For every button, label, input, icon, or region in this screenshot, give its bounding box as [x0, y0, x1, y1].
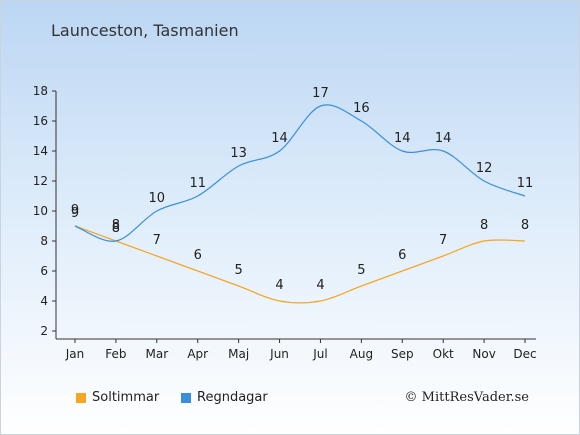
legend-swatch-rain	[181, 392, 191, 403]
x-tick-label: Jul	[312, 347, 327, 361]
data-label-sun: 8	[112, 218, 120, 233]
legend-swatch-sun	[76, 392, 86, 403]
data-label-sun: 9	[71, 203, 79, 218]
axes: 2 4 6 8 10 12 14 16 18 Jan Feb Mar Apr Maj Jun Jul Aug Se…	[33, 84, 537, 361]
data-label-sun: 8	[521, 218, 529, 233]
data-label-sun: 6	[398, 248, 406, 263]
data-label-rain: 14	[394, 131, 411, 146]
x-tick-label: Jan	[65, 347, 85, 361]
data-label-rain: 10	[149, 191, 166, 206]
x-tick-label: Apr	[187, 347, 208, 361]
x-tick-label: Feb	[105, 347, 126, 361]
data-label-sun: 6	[194, 248, 202, 263]
y-tick-label: 4	[40, 294, 48, 308]
series-line-sun	[74, 225, 526, 304]
x-tick-label: Nov	[472, 347, 495, 361]
x-tick-label: Mar	[145, 347, 168, 361]
x-tick-label: Maj	[228, 347, 249, 361]
data-label-rain: 11	[517, 176, 534, 191]
y-tick-label: 18	[33, 84, 48, 98]
copyright: © MittResVader.se	[404, 390, 529, 405]
data-label-rain: 9	[71, 206, 79, 221]
legend-label-rain: Regndagar	[197, 390, 268, 405]
x-tick-label: Okt	[433, 347, 454, 361]
y-tick-label: 6	[40, 264, 48, 278]
series-layer	[74, 104, 526, 304]
legend-label-sun: Soltimmar	[92, 390, 160, 405]
data-label-rain: 14	[271, 131, 288, 146]
data-label-rain: 14	[435, 131, 452, 146]
data-label-rain: 13	[230, 146, 247, 161]
data-label-sun: 5	[357, 263, 365, 278]
data-label-rain: 17	[312, 86, 329, 101]
data-label-sun: 8	[480, 218, 488, 233]
data-label-rain: 11	[189, 176, 206, 191]
chart-title: Launceston, Tasmanien	[51, 21, 239, 40]
series-line-rain	[74, 104, 526, 242]
x-tick-label: Sep	[391, 347, 414, 361]
data-label-sun: 4	[275, 278, 283, 293]
data-label-sun: 7	[153, 233, 161, 248]
y-tick-label: 10	[33, 204, 48, 218]
data-label-sun: 7	[439, 233, 447, 248]
y-tick-label: 14	[33, 144, 48, 158]
legend-item-sun: Soltimmar	[76, 390, 159, 405]
y-tick-label: 12	[33, 174, 48, 188]
data-label-rain: 12	[476, 161, 493, 176]
x-tick-label: Dec	[513, 347, 536, 361]
data-label-rain: 8	[112, 221, 120, 236]
x-tick-label: Aug	[350, 347, 373, 361]
x-tick-label: Jun	[269, 347, 289, 361]
data-label-rain: 16	[353, 101, 370, 116]
y-tick-label: 8	[40, 234, 48, 248]
y-tick-label: 2	[40, 324, 48, 338]
y-tick-label: 16	[33, 114, 48, 128]
data-label-sun: 5	[234, 263, 242, 278]
legend-item-rain: Regndagar	[181, 390, 268, 405]
data-label-sun: 4	[316, 278, 324, 293]
